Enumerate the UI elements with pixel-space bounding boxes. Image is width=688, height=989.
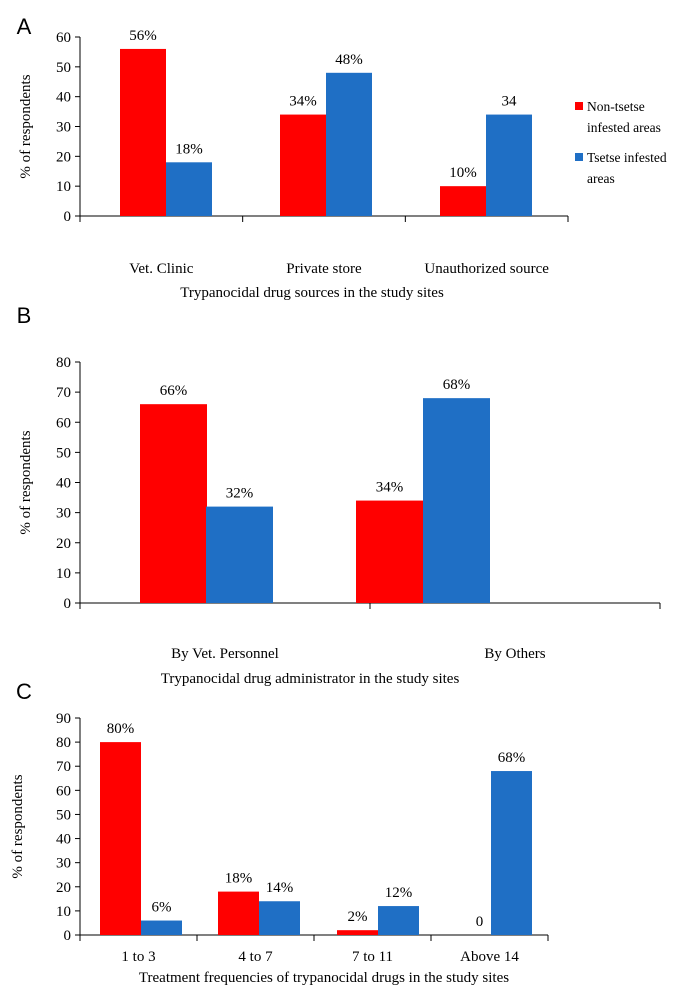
y-axis-title: % of respondents [18,430,34,534]
data-label: 34% [289,94,317,110]
chart-panel-b: B 0 10 20 30 40 50 60 70 80 By Vet. Personnel 66% 32… [17,303,661,687]
data-label: 56% [129,28,157,44]
y-tick-label: 0 [64,596,72,612]
legend-swatch-tsetse [575,153,583,161]
category-label: Unauthorized source [424,261,549,277]
legend-label-tsetse: areas [587,171,615,186]
bar-non-tsetse [440,186,486,216]
bar-tsetse [166,162,212,216]
data-label: 32% [226,486,254,502]
y-tick-label: 20 [56,536,71,552]
bar-non-tsetse [337,930,378,935]
chart-panel-a: A 0 10 20 30 40 50 60 Vet. Clinic 56% 18% Private s… [17,14,569,301]
y-tick-label: 50 [56,807,71,823]
y-tick-label: 70 [56,759,71,775]
x-axis-title: Trypanocidal drug sources in the study s… [180,285,444,301]
bar-tsetse [141,920,182,935]
data-label: 18% [175,141,203,157]
y-tick-label: 40 [56,476,71,492]
data-label: 68% [498,750,526,766]
x-axis-title: Trypanocidal drug administrator in the s… [161,671,460,687]
y-tick-label: 0 [64,209,72,225]
bar-tsetse [259,901,300,935]
chart-panel-c: C 0 10 20 30 40 50 60 70 80 90 1 to 3 80% 6% 4 to 7 18%… [10,679,549,986]
y-tick-label: 50 [56,445,71,461]
bar-non-tsetse [218,891,259,935]
bar-non-tsetse [280,114,326,216]
bar-non-tsetse [100,742,141,935]
data-label: 6% [152,900,172,916]
category-label: 1 to 3 [121,949,155,965]
data-label: 18% [225,871,253,887]
category-label: 4 to 7 [238,949,273,965]
category-label: Private store [286,261,362,277]
data-label: 12% [385,885,413,901]
y-axis-title: % of respondents [18,74,34,178]
y-axis-title: % of respondents [10,774,26,878]
y-tick-label: 70 [56,385,71,401]
category-label: By Vet. Personnel [171,646,279,662]
bar-tsetse [491,771,532,935]
legend: Non-tsetse infested areas Tsetse infested a… [575,99,667,186]
data-label: 14% [266,880,294,896]
y-tick-label: 10 [56,179,71,195]
panel-letter: A [17,14,32,39]
data-label: 10% [449,165,477,181]
y-tick-label: 40 [56,832,71,848]
y-tick-label: 60 [56,415,71,431]
category-label: Vet. Clinic [129,261,194,277]
category-label: 7 to 11 [352,949,393,965]
bar-non-tsetse [120,48,166,216]
y-tick-label: 80 [56,355,71,371]
bar-tsetse [423,398,490,603]
bar-tsetse [206,506,273,603]
y-tick-label: 40 [56,90,71,106]
category-label: By Others [484,646,545,662]
y-tick-label: 30 [56,506,71,522]
y-tick-label: 60 [56,30,71,46]
data-label: 48% [335,52,363,68]
y-tick-label: 50 [56,60,71,76]
data-label: 34% [376,480,404,496]
y-tick-label: 30 [56,856,71,872]
y-tick-label: 10 [56,566,71,582]
data-label: 66% [160,383,188,399]
y-tick-label: 20 [56,880,71,896]
legend-label-non-tsetse: infested areas [587,120,661,135]
data-label: 34 [502,94,518,110]
bar-non-tsetse [356,500,423,603]
y-tick-label: 90 [56,711,71,727]
y-tick-label: 60 [56,783,71,799]
data-label: 2% [348,909,368,925]
data-label: 68% [443,377,471,393]
legend-label-non-tsetse: Non-tsetse [587,99,645,114]
data-label: 0 [476,914,484,930]
y-tick-label: 80 [56,735,71,751]
y-tick-label: 30 [56,120,71,136]
data-label: 80% [107,721,135,737]
bar-tsetse [326,72,372,216]
panel-letter: C [16,679,32,704]
y-tick-label: 10 [56,904,71,920]
bar-non-tsetse [140,404,207,603]
legend-swatch-non-tsetse [575,102,583,110]
category-label: Above 14 [460,949,519,965]
y-tick-label: 20 [56,149,71,165]
legend-label-tsetse: Tsetse infested [587,150,667,165]
y-tick-label: 0 [64,928,72,944]
bar-tsetse [378,906,419,935]
bar-tsetse [486,114,532,216]
x-axis-title: Treatment frequencies of trypanocidal dr… [139,970,509,986]
panel-letter: B [17,303,32,328]
